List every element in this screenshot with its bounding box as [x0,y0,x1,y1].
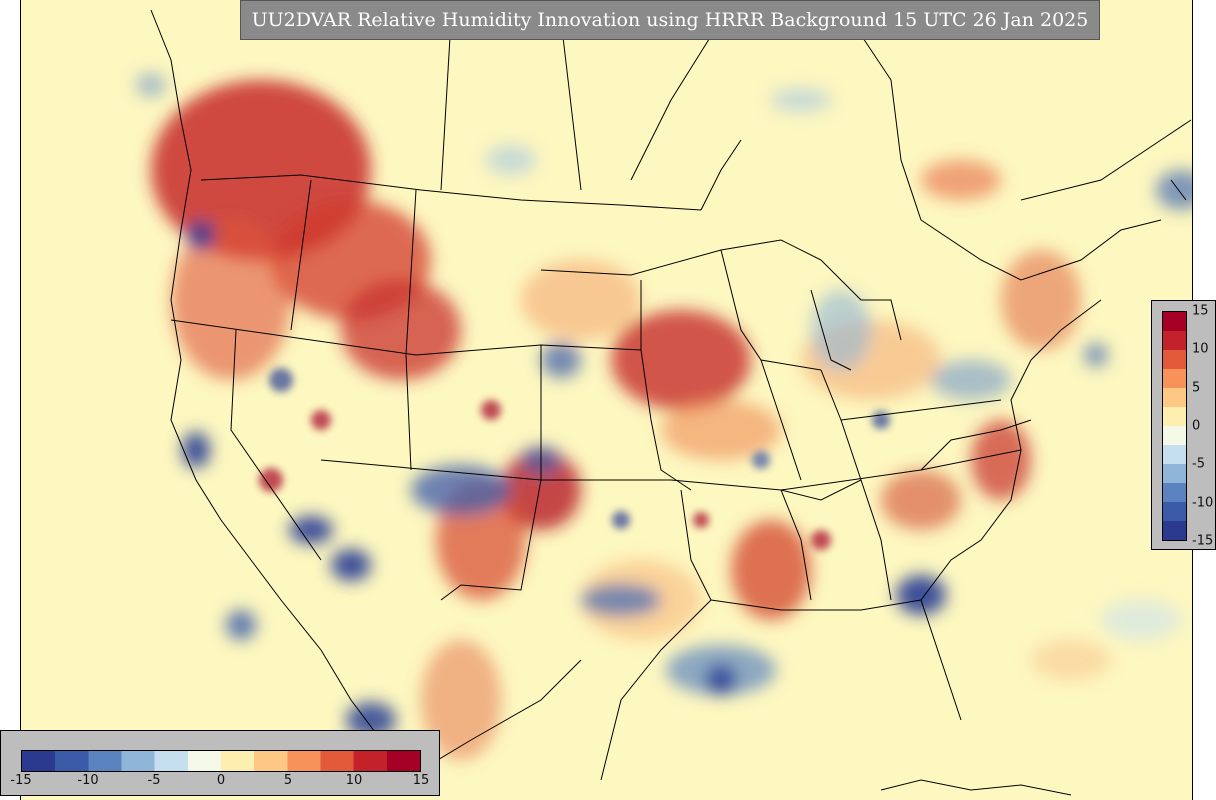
h-tick-label: -15 [10,773,32,788]
h-tick-label: -5 [147,773,161,788]
horizontal-colorbar: -15 -10 -5 0 5 10 15 [0,730,440,796]
v-tick-label: -15 [1192,533,1214,549]
h-tick-label: 0 [216,773,226,788]
h-tick-label: -10 [77,773,99,788]
h-tick-label: 10 [345,773,363,788]
innovation-field [136,73,1192,760]
map-title: UU2DVAR Relative Humidity Innovation usi… [240,0,1100,40]
vertical-colorbar: 15 10 5 0 -5 -10 -15 [1151,300,1216,550]
humidity-innovation-map [136,9,1192,796]
horizontal-color-ramp [21,750,421,772]
v-tick-label: -10 [1192,495,1214,511]
v-tick-label: -5 [1192,456,1205,472]
map-panel [20,0,1193,800]
v-tick-label: 5 [1192,380,1201,396]
h-tick-label: 15 [412,773,430,788]
v-tick-label: 0 [1192,418,1201,434]
v-tick-label: 10 [1192,341,1209,357]
v-tick-label: 15 [1192,303,1209,319]
vertical-color-ramp [1162,311,1187,541]
h-tick-label: 5 [283,773,293,788]
boundary-lines [150,9,1192,796]
